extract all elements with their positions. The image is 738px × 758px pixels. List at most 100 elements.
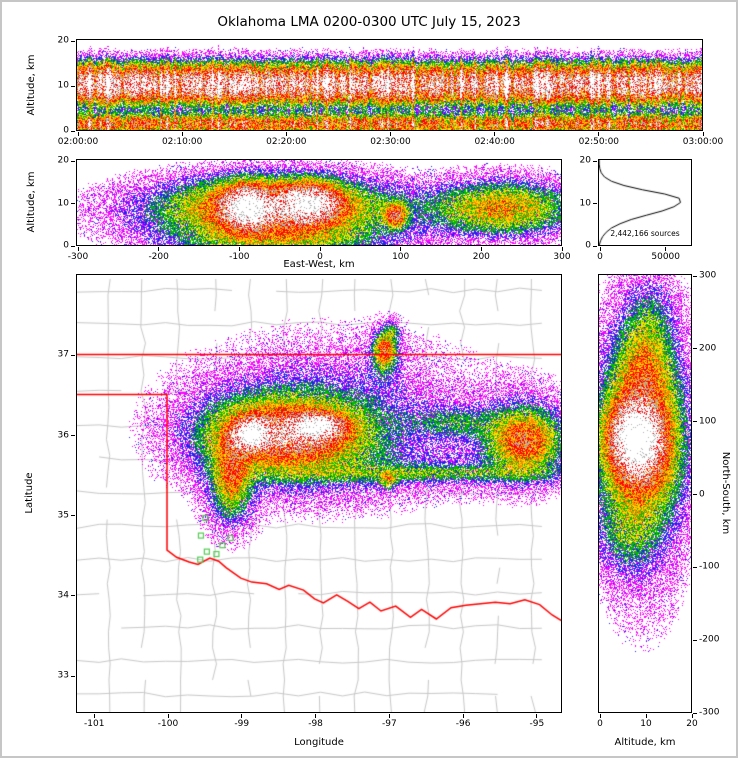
x-tick — [390, 132, 391, 136]
x-tick — [561, 247, 563, 251]
y-tick — [693, 275, 697, 277]
x-tick — [691, 714, 693, 718]
x-tick — [494, 132, 496, 136]
y-tick — [593, 245, 597, 247]
y-tick — [693, 421, 697, 423]
x-tick — [665, 247, 667, 251]
figure-title: Oklahoma LMA 0200-0300 UTC July 15, 2023 — [217, 14, 521, 30]
time-height-heatmap — [77, 40, 702, 130]
y-tick — [71, 85, 75, 87]
x-tick-label: 50000 — [651, 252, 681, 262]
y-tick — [71, 354, 75, 356]
source-count-annotation: 2,442,166 sources — [610, 229, 680, 238]
x-tick-label: 02:50:00 — [578, 137, 620, 147]
x-tick — [158, 247, 160, 251]
x-tick-label: 0 — [597, 252, 603, 262]
y-tick-label: -200 — [699, 634, 720, 645]
x-tick — [599, 247, 601, 251]
y-tick-label: 20 — [57, 35, 69, 46]
x-tick-label: 02:10:00 — [161, 137, 203, 147]
y-tick-label: 0 — [699, 489, 705, 499]
y-tick-label: 35 — [57, 510, 69, 521]
y-tick-label: 10 — [579, 198, 591, 208]
y-tick-label: 10 — [57, 80, 69, 91]
x-tick — [77, 132, 79, 136]
x-tick-label: -100 — [157, 719, 179, 729]
x-tick — [238, 247, 240, 251]
x-tick — [315, 714, 317, 718]
y-tick — [71, 435, 75, 437]
y-tick-label: 0 — [63, 240, 69, 251]
y-tick-label: 37 — [57, 349, 69, 360]
y-tick-label: 20 — [57, 155, 69, 166]
x-tick — [93, 714, 95, 718]
x-tick-label: 02:30:00 — [370, 137, 411, 147]
y-tick-label: 300 — [699, 270, 717, 281]
x-tick-label: 02:40:00 — [474, 137, 515, 147]
y-tick-label: 36 — [57, 430, 69, 441]
x-tick — [388, 714, 390, 718]
y-tick — [693, 348, 697, 350]
x-tick-label: 0 — [317, 252, 323, 262]
y-tick-label: 200 — [699, 343, 717, 354]
y-tick-label: 33 — [57, 670, 69, 681]
y-tick — [71, 203, 75, 204]
x-tick — [319, 247, 321, 251]
y-tick — [693, 566, 697, 568]
ew-height-xlabel: East-West, km — [283, 259, 355, 270]
y-tick — [71, 160, 75, 162]
x-tick — [285, 132, 287, 136]
ns-height-panel: 0 10 20 -300 -200 -100 0 100 200 300 — [597, 271, 719, 729]
y-tick — [71, 595, 75, 597]
y-tick-label: 10 — [57, 198, 69, 208]
plan-view-ylabel: Latitude — [24, 472, 35, 514]
ew-height-heatmap — [77, 160, 561, 245]
x-tick — [462, 714, 464, 718]
y-tick — [71, 675, 75, 677]
time-height-ylabel: Altitude, km — [26, 54, 37, 116]
x-tick — [77, 247, 79, 251]
x-tick — [702, 132, 704, 136]
ns-height-ylabel: North-South, km — [720, 451, 731, 535]
y-tick — [693, 712, 697, 714]
x-tick-label: -95 — [529, 719, 545, 729]
ew-height-panel: -300 -200 -100 0 100 200 300 0 10 20 — [58, 156, 571, 262]
x-tick-label: 200 — [472, 252, 490, 262]
ns-height-heatmap — [599, 275, 691, 712]
altitude-histogram-line — [599, 160, 691, 245]
y-tick — [593, 160, 597, 162]
y-tick-label: -300 — [699, 707, 720, 718]
x-tick-label: -300 — [67, 252, 89, 262]
y-tick-label: 0 — [63, 125, 69, 136]
y-tick-label: 34 — [57, 590, 69, 601]
y-tick — [593, 203, 597, 204]
x-tick — [599, 714, 601, 718]
x-tick — [181, 132, 183, 136]
x-tick-label: 03:00:00 — [682, 137, 724, 147]
x-tick-label: -96 — [455, 719, 471, 729]
x-tick-label: -100 — [229, 252, 250, 262]
x-tick-label: 02:00:00 — [57, 137, 99, 147]
x-tick-label: -97 — [381, 719, 397, 729]
y-tick — [71, 130, 75, 132]
x-tick-label: -98 — [308, 719, 323, 729]
y-tick-label: 0 — [585, 240, 591, 251]
x-tick-label: 100 — [392, 252, 410, 262]
ew-height-ylabel: Altitude, km — [26, 171, 37, 233]
x-tick — [241, 714, 243, 718]
y-tick-label: -100 — [699, 561, 720, 572]
x-tick — [598, 132, 600, 136]
altitude-histogram-panel: 0 50000 0 10 20 — [580, 156, 692, 262]
x-tick-label: -99 — [234, 719, 250, 729]
time-height-panel: 02:00:00 02:10:00 02:20:00 02:30:00 02:40:00… — [58, 36, 724, 147]
y-tick-label: 100 — [699, 416, 717, 427]
plan-view-heatmap — [77, 275, 561, 712]
y-tick — [71, 515, 75, 517]
x-tick — [167, 714, 169, 718]
y-tick — [693, 494, 697, 495]
x-tick-label: 02:20:00 — [266, 137, 307, 147]
y-tick-label: 20 — [579, 155, 591, 166]
y-tick — [71, 245, 75, 247]
x-tick-label: 0 — [597, 719, 603, 729]
